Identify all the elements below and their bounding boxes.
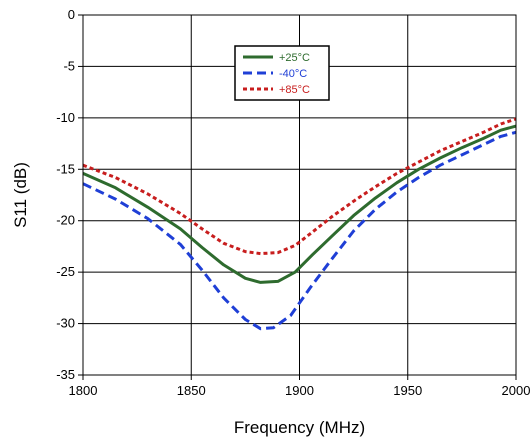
plot-frame xyxy=(82,14,517,376)
y-axis-label: S11 (dB) xyxy=(11,162,30,228)
series-lines xyxy=(82,117,517,331)
legend-label-1: -40°C xyxy=(279,68,307,80)
legend-label-2: +85°C xyxy=(279,84,310,96)
gridlines xyxy=(78,14,517,380)
series-line-0 xyxy=(82,124,517,284)
x-tick-label: 1900 xyxy=(285,383,314,398)
y-tick-label: -20 xyxy=(56,213,75,228)
x-tick-label: 1800 xyxy=(69,383,98,398)
y-tick-label: -10 xyxy=(56,110,75,125)
y-tick-label: -15 xyxy=(56,161,75,176)
legend: +25°C -40°C +85°C xyxy=(234,45,330,101)
series-line-1 xyxy=(82,130,517,331)
y-tick-label: -5 xyxy=(63,58,75,73)
y-tick-label: -35 xyxy=(56,367,75,382)
y-tick-label: 0 xyxy=(68,7,75,22)
y-tick-label: -25 xyxy=(56,264,75,279)
legend-label-0: +25°C xyxy=(279,52,310,64)
x-tick-label: 1850 xyxy=(177,383,206,398)
y-tick-label: -30 xyxy=(56,316,75,331)
x-axis-label: Frequency (MHz) xyxy=(234,418,365,437)
x-tick-label: 1950 xyxy=(393,383,422,398)
x-tick-label: 2000 xyxy=(502,383,531,398)
